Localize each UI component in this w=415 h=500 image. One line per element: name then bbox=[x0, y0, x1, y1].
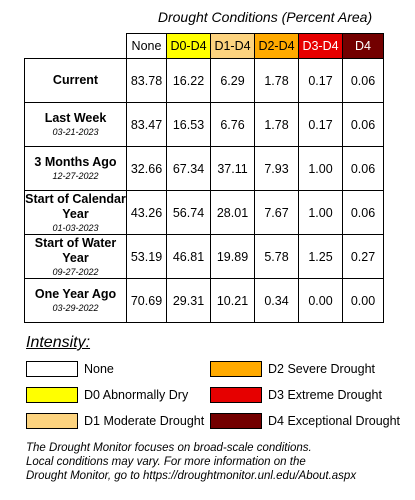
legend-item: D0 Abnormally Dry bbox=[26, 386, 188, 404]
table-row: One Year Ago 03-29-2022 70.69 29.31 10.21 0.3… bbox=[24, 278, 384, 323]
legend-swatch bbox=[210, 413, 262, 429]
row-label-text: Current bbox=[52, 73, 99, 87]
value-cell: 46.81 bbox=[166, 234, 211, 279]
row-date: 03-21-2023 bbox=[52, 127, 99, 137]
row-label: Start of Water Year 09-27-2022 bbox=[24, 234, 127, 279]
row-label: Last Week 03-21-2023 bbox=[24, 102, 127, 147]
legend-item: D4 Exceptional Drought bbox=[210, 412, 400, 430]
value-cell: 0.00 bbox=[298, 278, 343, 323]
row-label-text: Last Week bbox=[44, 111, 107, 125]
value-cell: 53.19 bbox=[126, 234, 167, 279]
legend-swatch bbox=[26, 361, 78, 377]
value-cell: 19.89 bbox=[210, 234, 255, 279]
value-cell: 32.66 bbox=[126, 146, 167, 191]
row-date: 09-27-2022 bbox=[52, 266, 99, 277]
legend-swatch bbox=[210, 361, 262, 377]
value-cell: 7.93 bbox=[254, 146, 299, 191]
table-row: Start of Calendar Year 01-03-2023 43.26 56.… bbox=[24, 190, 384, 235]
legend-item: None bbox=[26, 360, 114, 378]
value-cell: 83.78 bbox=[126, 58, 167, 103]
value-cell: 0.00 bbox=[342, 278, 384, 323]
value-cell: 10.21 bbox=[210, 278, 255, 323]
value-cell: 43.26 bbox=[126, 190, 167, 235]
value-cell: 1.78 bbox=[254, 58, 299, 103]
value-cell: 6.29 bbox=[210, 58, 255, 103]
drought-table: None D0-D4 D1-D4 D2-D4 D3-D4 D4 Current 83.78 1… bbox=[24, 33, 384, 323]
value-cell: 0.17 bbox=[298, 102, 343, 147]
value-cell: 0.27 bbox=[342, 234, 384, 279]
value-cell: 16.53 bbox=[166, 102, 211, 147]
value-cell: 29.31 bbox=[166, 278, 211, 323]
table-row: Current 83.78 16.22 6.29 1.78 0.17 0.06 bbox=[24, 58, 384, 103]
column-header-d3-d4: D3-D4 bbox=[298, 33, 343, 59]
header-corner bbox=[25, 34, 127, 59]
row-label: Start of Calendar Year 01-03-2023 bbox=[24, 190, 127, 235]
value-cell: 0.06 bbox=[342, 190, 384, 235]
column-header-none: None bbox=[126, 33, 167, 59]
table-row: Last Week 03-21-2023 83.47 16.53 6.76 1.78 0.1… bbox=[24, 102, 384, 147]
footnote-line: The Drought Monitor focuses on broad-sca… bbox=[26, 442, 312, 454]
footnote-line: Drought Monitor, go to https://droughtmo… bbox=[26, 470, 357, 482]
legend-item: D1 Moderate Drought bbox=[26, 412, 204, 430]
value-cell: 1.25 bbox=[298, 234, 343, 279]
value-cell: 6.76 bbox=[210, 102, 255, 147]
value-cell: 28.01 bbox=[210, 190, 255, 235]
row-date: 03-29-2022 bbox=[52, 303, 99, 313]
value-cell: 1.00 bbox=[298, 190, 343, 235]
column-header-d1-d4: D1-D4 bbox=[210, 33, 255, 59]
value-cell: 0.06 bbox=[342, 102, 384, 147]
row-date: 12-27-2022 bbox=[52, 171, 99, 181]
legend-label: D0 Abnormally Dry bbox=[84, 388, 189, 402]
row-label: Current bbox=[24, 58, 127, 103]
row-date: 01-03-2023 bbox=[52, 222, 99, 233]
row-label-text: Start of Calendar Year bbox=[25, 191, 126, 221]
value-cell: 0.06 bbox=[342, 58, 384, 103]
legend-label: D1 Moderate Drought bbox=[84, 414, 205, 428]
legend-label: D2 Severe Drought bbox=[268, 362, 376, 376]
legend-label: D3 Extreme Drought bbox=[268, 388, 382, 402]
column-header-d4: D4 bbox=[342, 33, 384, 59]
value-cell: 83.47 bbox=[126, 102, 167, 147]
legend-swatch bbox=[26, 413, 78, 429]
legend-label: None bbox=[84, 362, 114, 376]
legend-label: D4 Exceptional Drought bbox=[268, 414, 401, 428]
column-header-d0-d4: D0-D4 bbox=[166, 33, 211, 59]
legend: None D0 Abnormally Dry D1 Moderate Drought… bbox=[26, 360, 411, 430]
value-cell: 1.00 bbox=[298, 146, 343, 191]
row-label: 3 Months Ago 12-27-2022 bbox=[24, 146, 127, 191]
value-cell: 7.67 bbox=[254, 190, 299, 235]
legend-swatch bbox=[210, 387, 262, 403]
row-label-text: 3 Months Ago bbox=[34, 155, 117, 169]
value-cell: 5.78 bbox=[254, 234, 299, 279]
legend-swatch bbox=[26, 387, 78, 403]
footnote: The Drought Monitor focuses on broad-sca… bbox=[26, 441, 411, 483]
chart-title: Drought Conditions (Percent Area) bbox=[157, 9, 373, 25]
table-row: 3 Months Ago 12-27-2022 32.66 67.34 37.11 7.9… bbox=[24, 146, 384, 191]
value-cell: 0.34 bbox=[254, 278, 299, 323]
value-cell: 0.06 bbox=[342, 146, 384, 191]
row-label-text: Start of Water Year bbox=[34, 235, 117, 265]
legend-item: D2 Severe Drought bbox=[210, 360, 375, 378]
value-cell: 56.74 bbox=[166, 190, 211, 235]
value-cell: 0.17 bbox=[298, 58, 343, 103]
value-cell: 37.11 bbox=[210, 146, 255, 191]
value-cell: 70.69 bbox=[126, 278, 167, 323]
value-cell: 1.78 bbox=[254, 102, 299, 147]
legend-heading: Intensity: bbox=[26, 334, 91, 351]
row-label: One Year Ago 03-29-2022 bbox=[24, 278, 127, 323]
value-cell: 16.22 bbox=[166, 58, 211, 103]
row-label-text: One Year Ago bbox=[34, 287, 117, 301]
table-row: Start of Water Year 09-27-2022 53.19 46.81 1… bbox=[24, 234, 384, 279]
footnote-line: Local conditions may vary. For more info… bbox=[26, 456, 306, 468]
column-header-d2-d4: D2-D4 bbox=[254, 33, 299, 59]
legend-item: D3 Extreme Drought bbox=[210, 386, 382, 404]
value-cell: 67.34 bbox=[166, 146, 211, 191]
